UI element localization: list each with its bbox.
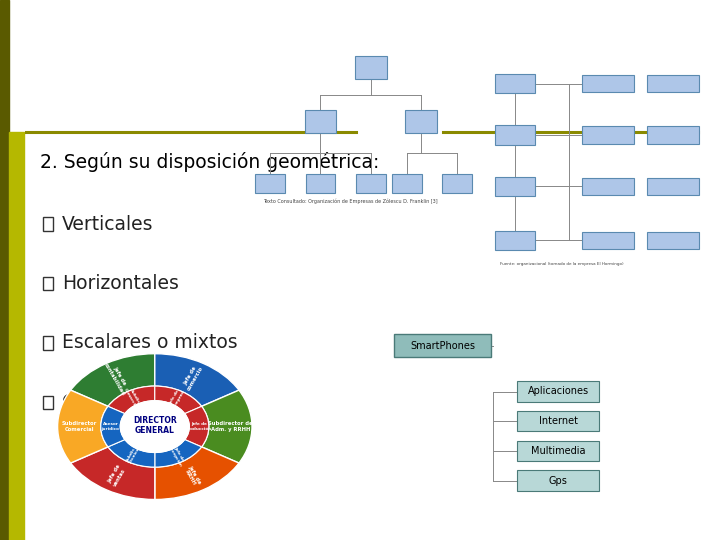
FancyBboxPatch shape bbox=[517, 441, 599, 461]
Bar bbox=[0, 0, 9, 540]
Wedge shape bbox=[155, 447, 239, 500]
Text: Jefe de
ventas: Jefe de ventas bbox=[107, 464, 127, 488]
FancyBboxPatch shape bbox=[442, 174, 472, 193]
FancyBboxPatch shape bbox=[582, 232, 634, 249]
Bar bbox=[9, 132, 24, 540]
FancyBboxPatch shape bbox=[43, 336, 53, 350]
FancyBboxPatch shape bbox=[356, 174, 386, 193]
Wedge shape bbox=[108, 440, 155, 467]
FancyBboxPatch shape bbox=[305, 174, 335, 193]
Wedge shape bbox=[71, 354, 155, 406]
Wedge shape bbox=[185, 406, 209, 447]
FancyBboxPatch shape bbox=[647, 126, 699, 144]
FancyBboxPatch shape bbox=[647, 178, 699, 195]
Text: Verticales: Verticales bbox=[62, 214, 153, 234]
Text: SmartPhones: SmartPhones bbox=[410, 341, 475, 350]
FancyBboxPatch shape bbox=[405, 110, 437, 133]
Text: Jefe de
recepción: Jefe de recepción bbox=[168, 443, 186, 468]
FancyBboxPatch shape bbox=[495, 177, 534, 196]
Text: Fuente: organizacional (tomado de la empresa El Hormingo): Fuente: organizacional (tomado de la emp… bbox=[500, 262, 624, 266]
Text: Multimedia: Multimedia bbox=[531, 446, 585, 456]
FancyBboxPatch shape bbox=[647, 232, 699, 249]
FancyBboxPatch shape bbox=[305, 110, 336, 133]
FancyBboxPatch shape bbox=[43, 217, 53, 231]
Text: Subdir.
Técnico: Subdir. Técnico bbox=[125, 446, 140, 465]
Wedge shape bbox=[155, 386, 202, 414]
Text: Asesor
jurídico: Asesor jurídico bbox=[102, 422, 120, 431]
FancyBboxPatch shape bbox=[43, 276, 53, 291]
FancyBboxPatch shape bbox=[517, 381, 599, 402]
Wedge shape bbox=[108, 386, 155, 414]
Circle shape bbox=[120, 401, 189, 453]
Wedge shape bbox=[202, 390, 252, 463]
FancyBboxPatch shape bbox=[517, 470, 599, 491]
FancyBboxPatch shape bbox=[517, 411, 599, 431]
FancyBboxPatch shape bbox=[582, 178, 634, 195]
Text: GENERAL: GENERAL bbox=[135, 427, 175, 435]
Text: Gps: Gps bbox=[549, 476, 567, 485]
FancyBboxPatch shape bbox=[392, 174, 422, 193]
Text: Circulares: Circulares bbox=[62, 393, 156, 412]
Text: 2. Según su disposición geométrica:: 2. Según su disposición geométrica: bbox=[40, 152, 379, 172]
FancyBboxPatch shape bbox=[395, 334, 491, 357]
Text: Horizontales: Horizontales bbox=[62, 274, 179, 293]
FancyBboxPatch shape bbox=[495, 231, 534, 250]
Text: Subdir.
Comercial: Subdir. Comercial bbox=[123, 386, 143, 410]
Text: Subdirector
Comercial: Subdirector Comercial bbox=[61, 421, 97, 432]
Wedge shape bbox=[58, 390, 108, 463]
FancyBboxPatch shape bbox=[582, 75, 634, 92]
Text: Jefe de
compras: Jefe de compras bbox=[168, 387, 186, 409]
FancyBboxPatch shape bbox=[647, 75, 699, 92]
Text: Texto Consultado: Organización de Empresas de Zólescu D. Franklin [3]: Texto Consultado: Organización de Empres… bbox=[263, 199, 438, 204]
FancyBboxPatch shape bbox=[495, 74, 534, 93]
Text: Jefe de
producción: Jefe de producción bbox=[186, 422, 212, 431]
Wedge shape bbox=[155, 440, 202, 467]
Text: DIRECTOR: DIRECTOR bbox=[133, 416, 176, 424]
FancyBboxPatch shape bbox=[495, 125, 534, 145]
Text: Aplicaciones: Aplicaciones bbox=[528, 387, 588, 396]
Text: Internet: Internet bbox=[539, 416, 577, 426]
FancyBboxPatch shape bbox=[255, 174, 285, 193]
FancyBboxPatch shape bbox=[43, 395, 53, 409]
Text: Subdirector de
Adm. y RRHH: Subdirector de Adm. y RRHH bbox=[208, 421, 253, 432]
Text: Jefe de
contabilidad: Jefe de contabilidad bbox=[103, 359, 131, 396]
Text: Escalares o mixtos: Escalares o mixtos bbox=[62, 333, 238, 353]
Text: Jefe de
RRHH: Jefe de RRHH bbox=[183, 464, 202, 488]
Wedge shape bbox=[155, 354, 239, 406]
Text: Jefe de
comercio: Jefe de comercio bbox=[181, 363, 204, 392]
Wedge shape bbox=[101, 406, 125, 447]
Wedge shape bbox=[71, 447, 155, 500]
FancyBboxPatch shape bbox=[355, 56, 387, 79]
FancyBboxPatch shape bbox=[582, 126, 634, 144]
